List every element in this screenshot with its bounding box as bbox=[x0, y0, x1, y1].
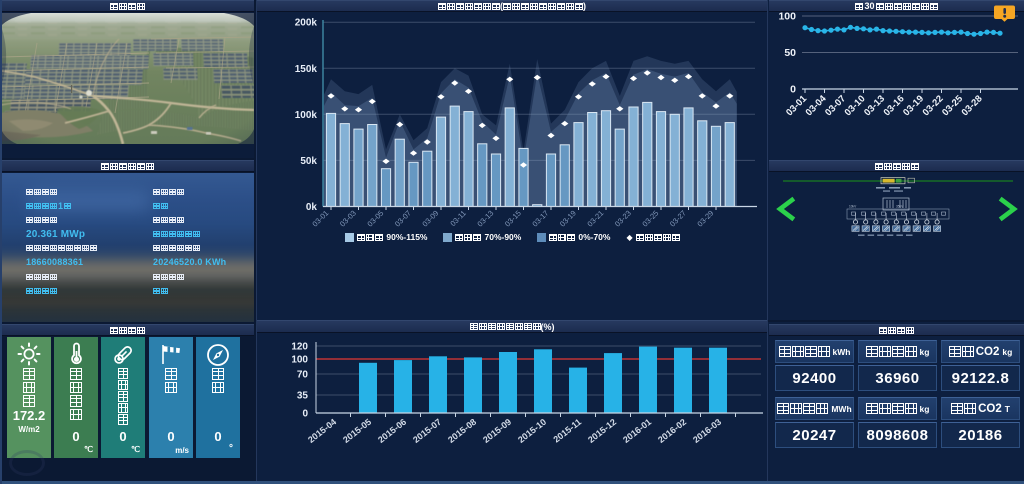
svg-text:03-15: 03-15 bbox=[503, 209, 523, 229]
svg-text:35: 35 bbox=[297, 391, 309, 402]
svg-text:03-05: 03-05 bbox=[365, 209, 385, 229]
svg-text:50k: 50k bbox=[300, 156, 317, 167]
svg-text:200k: 200k bbox=[295, 18, 318, 29]
svg-text:03-19: 03-19 bbox=[901, 93, 926, 118]
svg-text:2015-08: 2015-08 bbox=[446, 417, 478, 445]
svg-text:100: 100 bbox=[778, 12, 796, 23]
svg-text:03-25: 03-25 bbox=[940, 93, 965, 118]
svg-text:03-29: 03-29 bbox=[695, 209, 715, 229]
svg-text:2015-04: 2015-04 bbox=[306, 417, 338, 445]
svg-text:03-07: 03-07 bbox=[823, 93, 848, 118]
svg-text:120: 120 bbox=[291, 342, 308, 353]
svg-text:03-11: 03-11 bbox=[448, 209, 468, 229]
svg-text:0k: 0k bbox=[306, 202, 318, 213]
svg-text:10kV: 10kV bbox=[849, 205, 857, 209]
svg-text:03-07: 03-07 bbox=[393, 209, 413, 229]
svg-text:150k: 150k bbox=[295, 64, 318, 75]
svg-text:100: 100 bbox=[291, 355, 308, 366]
svg-text:03-19: 03-19 bbox=[558, 209, 578, 229]
svg-text:2016-02: 2016-02 bbox=[656, 417, 688, 445]
svg-text:03-16: 03-16 bbox=[882, 93, 907, 118]
svg-text:03-17: 03-17 bbox=[530, 209, 550, 229]
svg-text:2015-05: 2015-05 bbox=[341, 417, 373, 445]
svg-text:0: 0 bbox=[790, 84, 796, 96]
svg-text:03-28: 03-28 bbox=[960, 93, 985, 118]
svg-text:03-13: 03-13 bbox=[475, 209, 495, 229]
svg-text:03-21: 03-21 bbox=[585, 209, 605, 229]
svg-text:03-23: 03-23 bbox=[613, 209, 633, 229]
svg-text:03-03: 03-03 bbox=[338, 209, 358, 229]
svg-text:70: 70 bbox=[297, 370, 309, 381]
svg-text:2016-01: 2016-01 bbox=[621, 417, 653, 445]
svg-text:03-10: 03-10 bbox=[843, 93, 868, 118]
svg-text:2015-06: 2015-06 bbox=[376, 417, 408, 445]
svg-text:2015-07: 2015-07 bbox=[411, 417, 443, 445]
svg-text:100k: 100k bbox=[295, 110, 318, 121]
svg-text:0: 0 bbox=[302, 409, 308, 420]
svg-text:2015-11: 2015-11 bbox=[551, 417, 583, 445]
svg-text:03-09: 03-09 bbox=[420, 209, 440, 229]
svg-text:2015-10: 2015-10 bbox=[516, 417, 548, 445]
svg-text:2015-09: 2015-09 bbox=[481, 417, 513, 445]
svg-text:2015-12: 2015-12 bbox=[586, 417, 618, 445]
svg-text:03-27: 03-27 bbox=[668, 209, 688, 229]
svg-text:03-13: 03-13 bbox=[862, 93, 887, 118]
svg-text:35kV: 35kV bbox=[896, 205, 904, 209]
svg-text:2016-03: 2016-03 bbox=[691, 417, 723, 445]
svg-text:03-22: 03-22 bbox=[921, 93, 946, 118]
svg-text:03-01: 03-01 bbox=[784, 93, 809, 118]
svg-text:50: 50 bbox=[784, 47, 796, 59]
svg-text:03-04: 03-04 bbox=[804, 93, 829, 118]
svg-text:03-25: 03-25 bbox=[640, 209, 660, 229]
